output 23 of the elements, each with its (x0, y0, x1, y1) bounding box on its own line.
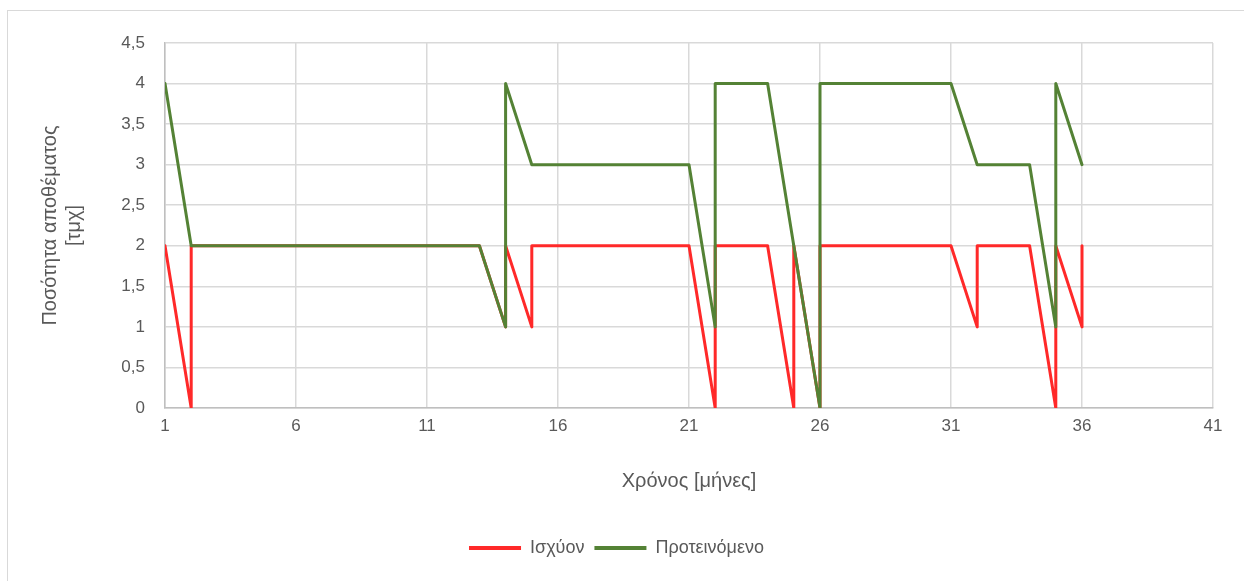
x-tick-label: 26 (810, 415, 830, 435)
y-tick-label: 1,5 (121, 276, 145, 296)
x-tick-label: 21 (679, 415, 699, 435)
y-tick-label: 3,5 (121, 113, 145, 133)
x-tick-label: 6 (291, 415, 301, 435)
x-tick-label: 16 (548, 415, 568, 435)
x-tick-label: 31 (941, 415, 961, 435)
y-tick-label: 3 (135, 154, 145, 174)
y-tick-label: 0 (135, 397, 145, 417)
x-tick-label: 1 (160, 415, 170, 435)
x-axis-title: Χρόνος [μήνες] (621, 468, 757, 491)
y-tick-label: 4 (135, 73, 145, 93)
y-tick-label: 2,5 (121, 194, 145, 214)
y-tick-label: 1 (135, 316, 145, 336)
legend-label: Ισχύον (530, 536, 585, 557)
y-axis-title: Ποσότητα αποθέματος [τμχ] (37, 125, 84, 326)
x-tick-label: 36 (1072, 415, 1092, 435)
x-tick-label: 41 (1203, 415, 1223, 435)
y-tick-label: 4,5 (121, 32, 145, 52)
y-tick-label: 2 (135, 235, 145, 255)
y-tick-label: 0,5 (121, 357, 145, 377)
legend-label: Προτεινόμενο (655, 536, 764, 557)
x-tick-label: 11 (418, 415, 436, 435)
